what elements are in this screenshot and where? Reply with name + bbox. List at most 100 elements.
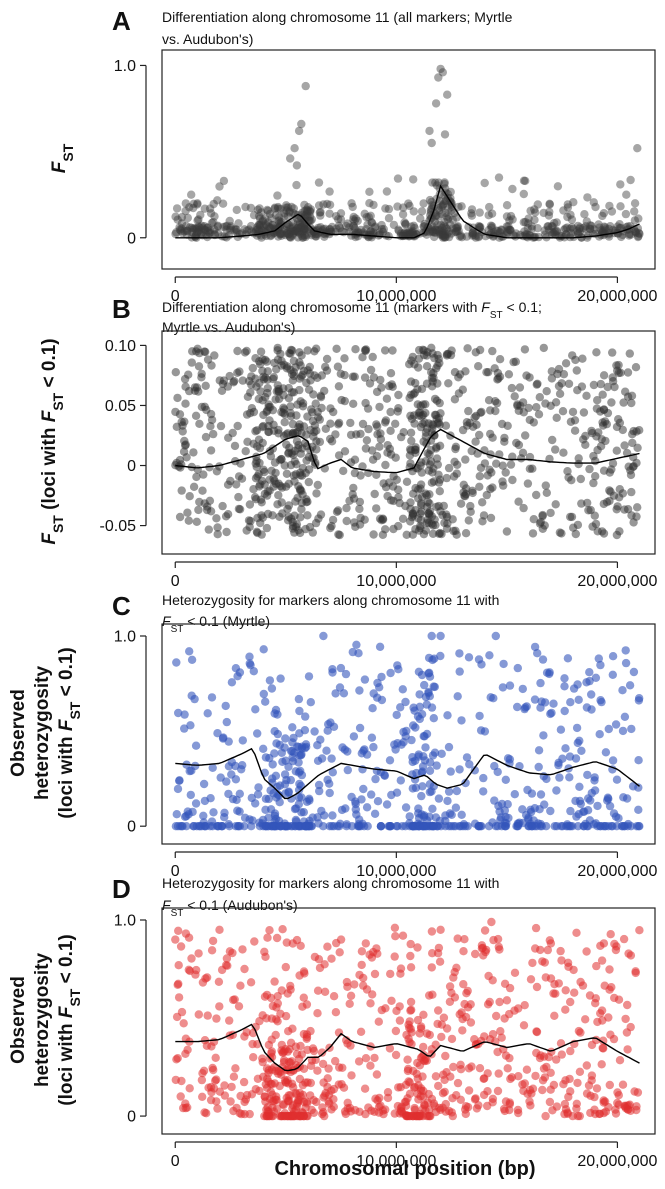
data-point bbox=[420, 1101, 429, 1110]
data-point bbox=[282, 440, 291, 449]
data-point bbox=[487, 468, 496, 477]
data-point bbox=[616, 368, 625, 377]
data-point bbox=[241, 447, 250, 456]
data-point bbox=[531, 1071, 540, 1081]
data-point bbox=[438, 68, 447, 77]
data-point bbox=[462, 232, 471, 241]
data-point bbox=[441, 196, 450, 205]
data-point bbox=[207, 361, 216, 370]
data-point bbox=[390, 952, 399, 961]
y-tick-label: 0.05 bbox=[105, 398, 136, 415]
data-point bbox=[325, 209, 334, 218]
data-point bbox=[308, 528, 317, 537]
data-point bbox=[234, 492, 243, 502]
data-point bbox=[466, 501, 475, 511]
data-point bbox=[433, 1019, 442, 1029]
data-point bbox=[424, 1089, 433, 1099]
data-point bbox=[354, 1057, 364, 1066]
data-point bbox=[215, 182, 224, 191]
data-point bbox=[567, 229, 576, 238]
data-point bbox=[327, 1105, 336, 1114]
data-point bbox=[346, 991, 356, 1000]
data-point bbox=[447, 810, 456, 819]
data-point bbox=[303, 208, 312, 217]
data-point bbox=[406, 411, 415, 420]
data-point bbox=[350, 372, 359, 381]
data-point bbox=[318, 1103, 327, 1112]
data-point bbox=[263, 205, 272, 215]
data-point bbox=[373, 949, 382, 958]
data-point bbox=[226, 222, 236, 231]
data-point bbox=[259, 372, 268, 381]
data-point bbox=[427, 1045, 436, 1054]
y-tick-label: 0.10 bbox=[105, 338, 136, 355]
data-point bbox=[492, 1011, 501, 1021]
data-point bbox=[437, 209, 447, 219]
data-point bbox=[240, 348, 250, 357]
data-point bbox=[210, 212, 219, 221]
data-point bbox=[182, 230, 192, 239]
data-point bbox=[253, 472, 262, 481]
data-point bbox=[365, 187, 374, 196]
data-point bbox=[435, 225, 445, 234]
data-point bbox=[547, 222, 556, 231]
data-point bbox=[440, 130, 450, 139]
data-point bbox=[282, 226, 291, 236]
data-point bbox=[631, 227, 640, 236]
data-point bbox=[618, 230, 627, 240]
data-point bbox=[288, 1110, 297, 1119]
data-point bbox=[211, 1053, 220, 1063]
data-point bbox=[435, 487, 444, 496]
data-point bbox=[178, 228, 187, 238]
data-point bbox=[200, 1036, 210, 1045]
data-point bbox=[378, 227, 388, 237]
data-point bbox=[334, 382, 344, 391]
data-point bbox=[256, 220, 265, 229]
data-point bbox=[527, 222, 536, 231]
data-point bbox=[628, 438, 637, 448]
data-point bbox=[301, 740, 311, 749]
data-point bbox=[204, 227, 213, 236]
data-point bbox=[598, 211, 607, 221]
data-point bbox=[213, 1104, 222, 1113]
data-point bbox=[318, 1059, 328, 1069]
data-point bbox=[372, 1070, 382, 1079]
data-point bbox=[425, 460, 435, 469]
data-point bbox=[538, 1085, 547, 1095]
data-point bbox=[582, 1061, 591, 1070]
data-point bbox=[310, 727, 319, 736]
data-point bbox=[272, 1003, 281, 1012]
data-point bbox=[513, 663, 522, 673]
data-point bbox=[374, 231, 383, 240]
data-point bbox=[361, 939, 370, 948]
data-point bbox=[436, 925, 445, 934]
data-point bbox=[635, 229, 644, 239]
data-point bbox=[553, 182, 563, 191]
data-point bbox=[542, 1062, 551, 1072]
data-point bbox=[349, 222, 359, 231]
data-point bbox=[452, 530, 461, 539]
data-point bbox=[453, 222, 462, 231]
data-point bbox=[184, 516, 193, 525]
data-point bbox=[380, 771, 389, 780]
data-point bbox=[298, 1080, 308, 1090]
data-point bbox=[359, 746, 368, 755]
data-point bbox=[245, 659, 254, 668]
data-point bbox=[386, 426, 395, 435]
data-point bbox=[197, 228, 206, 237]
data-point bbox=[322, 199, 332, 209]
data-point bbox=[459, 980, 468, 989]
data-point bbox=[460, 491, 469, 500]
data-point bbox=[357, 947, 367, 956]
data-points bbox=[171, 917, 644, 1121]
data-point bbox=[355, 686, 364, 695]
data-point bbox=[436, 631, 445, 641]
data-point bbox=[423, 497, 432, 507]
data-point bbox=[508, 475, 517, 485]
y-tick-label: 0 bbox=[127, 458, 136, 475]
data-point bbox=[592, 348, 601, 357]
data-point bbox=[183, 1045, 192, 1055]
data-point bbox=[309, 227, 319, 237]
data-point bbox=[471, 233, 480, 242]
data-point bbox=[297, 119, 306, 129]
